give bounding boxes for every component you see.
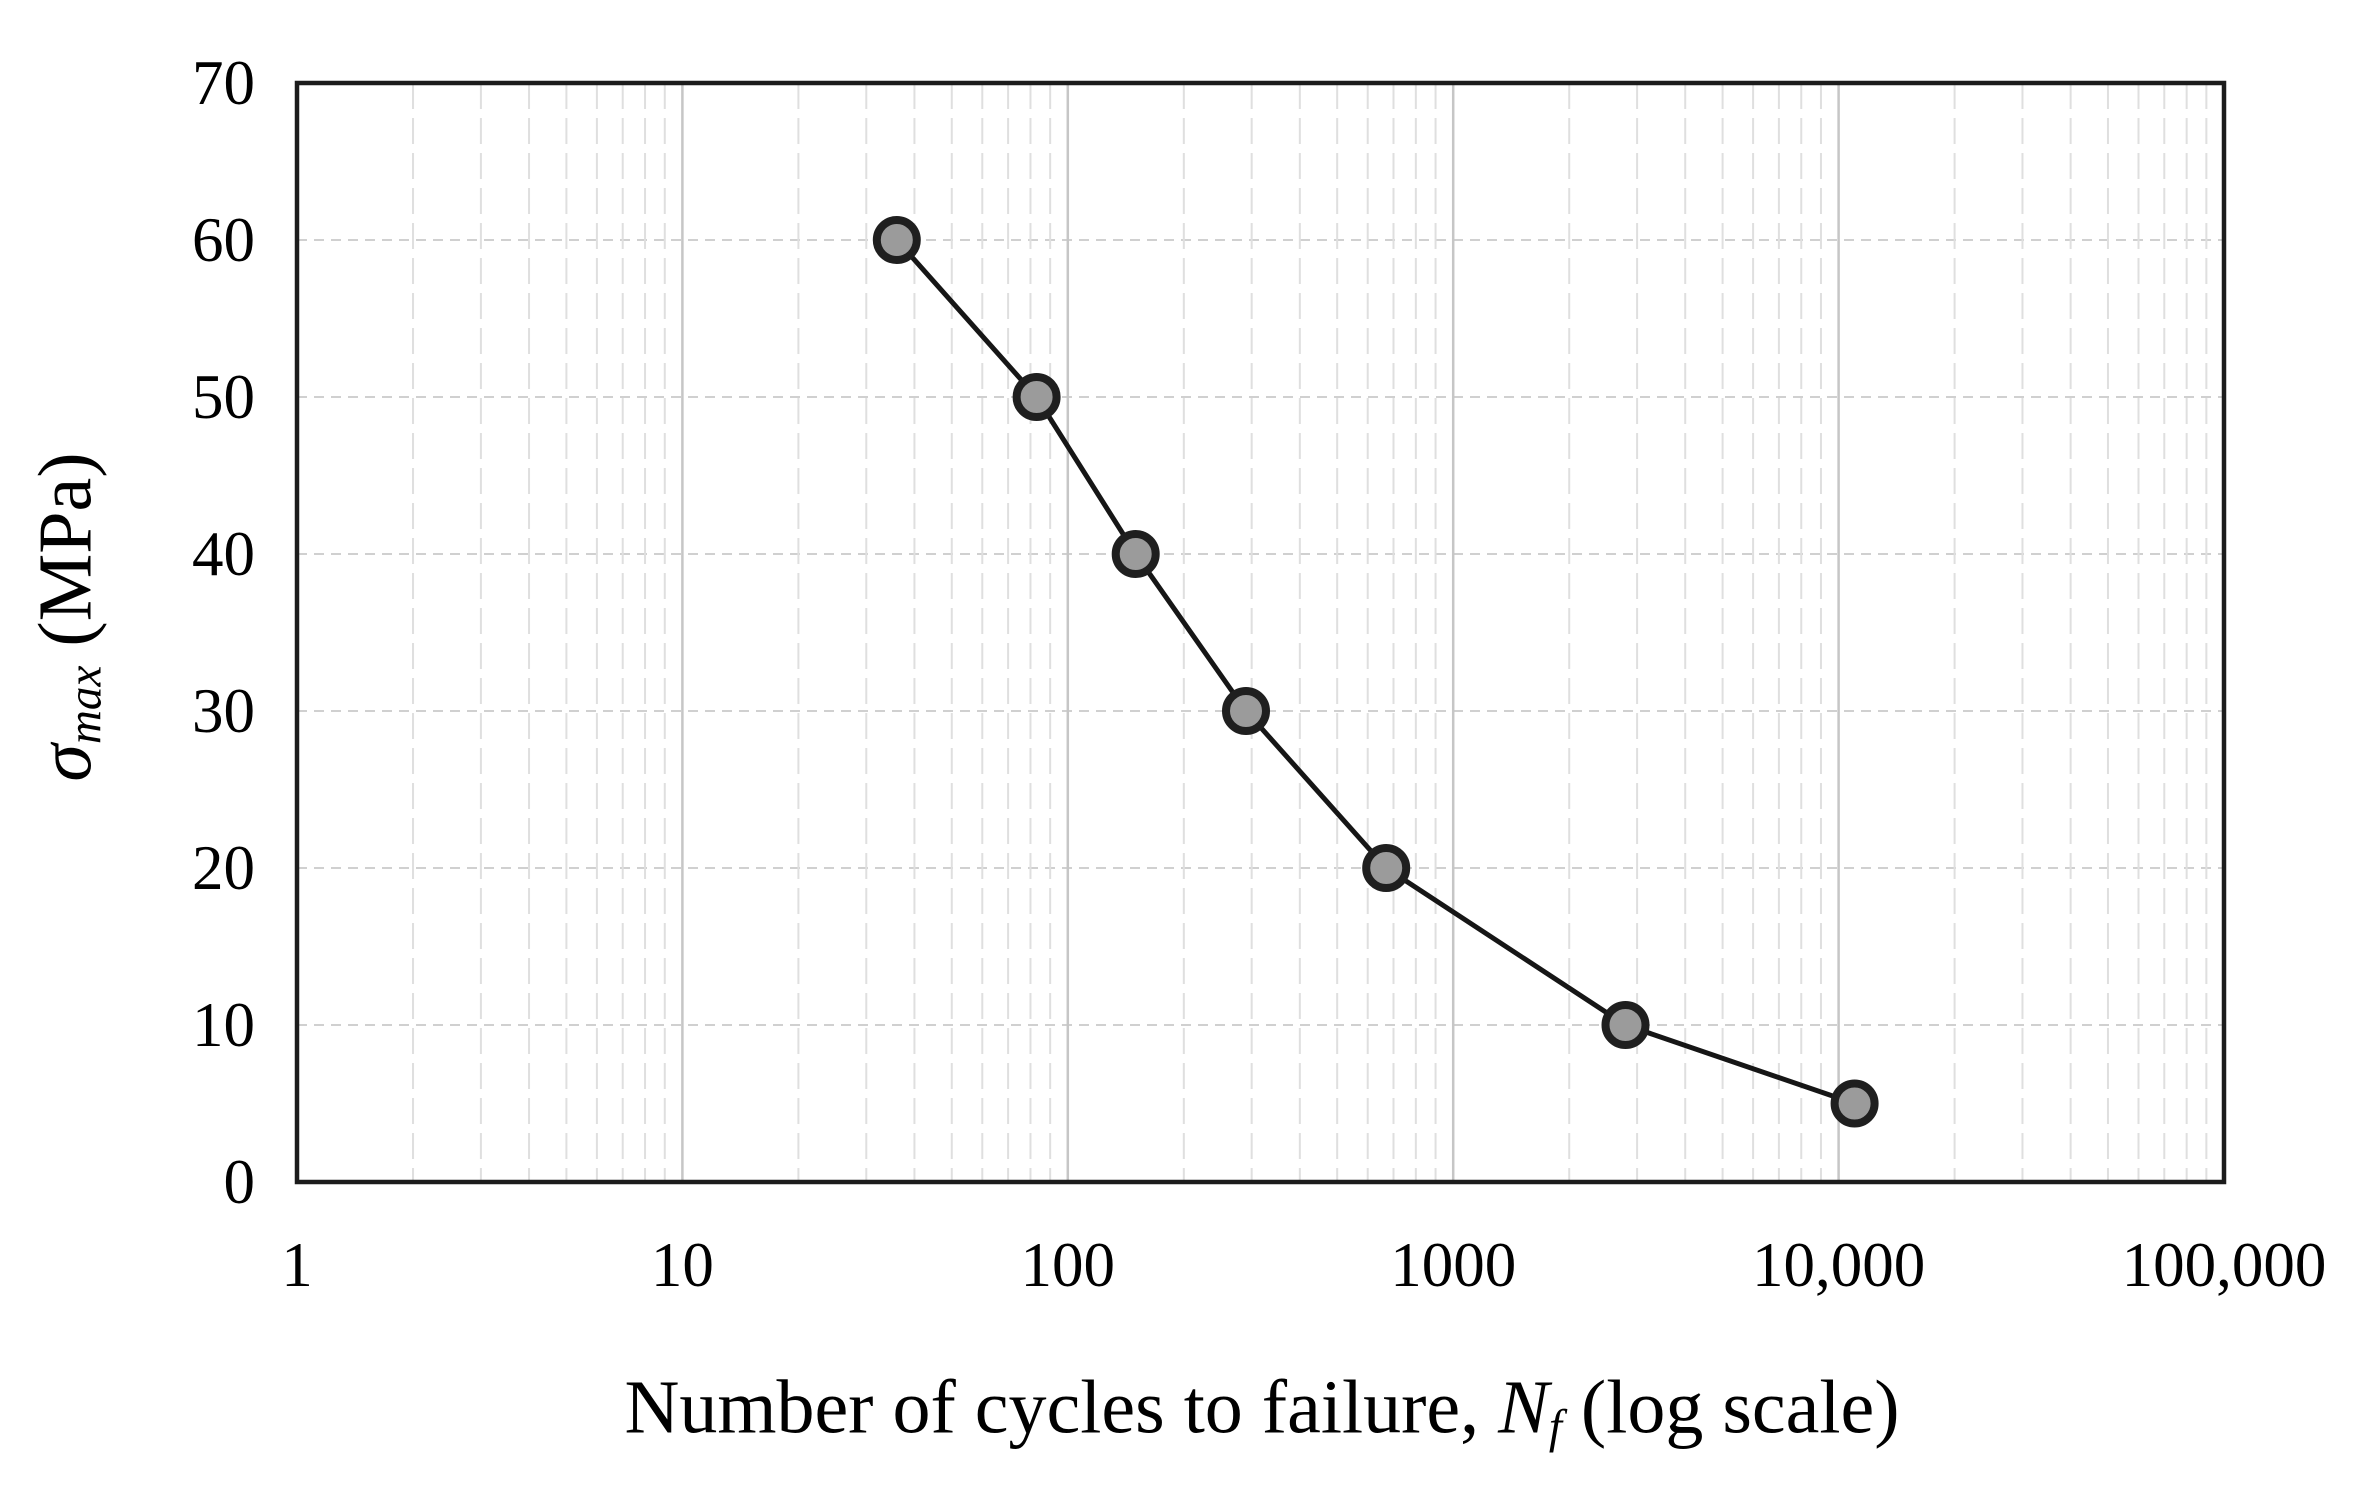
series-line <box>894 238 1856 1106</box>
data-point-marker <box>872 216 921 264</box>
data-point-marker <box>1111 530 1160 578</box>
y-tick-label: 30 <box>192 676 255 746</box>
y-tick-label: 0 <box>223 1147 256 1217</box>
x-tick-label: 100,000 <box>2121 1230 2327 1300</box>
y-tick-label: 50 <box>192 362 255 432</box>
x-tick-label: 1 <box>281 1230 313 1300</box>
y-tick-label: 40 <box>192 519 255 589</box>
sigma-symbol: σ <box>23 744 108 782</box>
x-tick-label: 10 <box>650 1230 714 1300</box>
x-axis-title: Number of cycles to failure, Nf (log sca… <box>624 1365 1899 1452</box>
data-point-marker <box>1222 687 1270 735</box>
y-tick-label: 60 <box>192 205 255 275</box>
y-tick-label: 10 <box>192 990 255 1060</box>
x-tick-label: 1000 <box>1390 1230 1517 1300</box>
data-point-marker <box>1012 373 1061 421</box>
nf-subscript: f <box>1548 1401 1562 1454</box>
x-tick-label: 10,000 <box>1751 1230 1926 1300</box>
sigma-subscript: max <box>59 665 112 745</box>
plot-border <box>294 80 2227 1185</box>
x-axis-scale-note: (log scale) <box>1561 1365 1900 1450</box>
data-point-marker <box>1830 1079 1879 1128</box>
data-point-marker <box>1362 844 1411 892</box>
nf-symbol: N <box>1498 1365 1549 1450</box>
y-axis-unit-label: (MPa) <box>23 452 108 666</box>
x-axis-title-text: Number of cycles to failure, <box>624 1365 1499 1450</box>
y-tick-label: 70 <box>192 48 255 118</box>
y-tick-label: 20 <box>192 833 255 903</box>
data-point-marker <box>1601 1001 1650 1049</box>
y-axis-title: σmax (MPa) <box>23 452 112 782</box>
x-tick-label: 100 <box>1020 1230 1116 1300</box>
